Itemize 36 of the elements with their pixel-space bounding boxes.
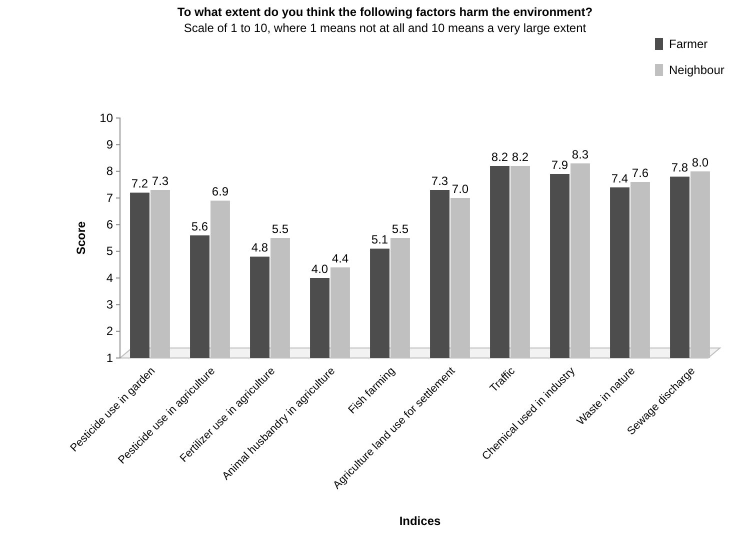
y-tick-label: 8 — [106, 164, 114, 178]
chart-title: To what extent do you think the following factors harm the environment? — [177, 5, 593, 19]
legend-label: Farmer — [669, 37, 708, 51]
y-tick-label: 1 — [106, 350, 114, 365]
y-tick-label: 4 — [106, 270, 114, 285]
data-label: 7.0 — [452, 182, 469, 196]
y-tick-label: 6 — [106, 218, 114, 232]
data-label: 7.6 — [632, 166, 649, 180]
data-label: 7.8 — [671, 160, 688, 175]
data-label: 7.2 — [131, 176, 148, 191]
legend-label: Neighbour — [669, 63, 724, 77]
y-tick-label: 2 — [106, 324, 114, 338]
data-label: 7.4 — [611, 171, 628, 186]
data-label: 8.2 — [512, 150, 529, 164]
data-label: 7.3 — [152, 174, 169, 188]
data-label: 5.6 — [191, 219, 208, 234]
chart-subtitle: Scale of 1 to 10, where 1 means not at all and 10 means a very large extent — [184, 21, 587, 35]
data-label: 8.0 — [692, 155, 709, 170]
data-label: 7.3 — [431, 174, 448, 188]
y-tick-label: 10 — [100, 110, 114, 125]
y-tick-label: 3 — [106, 298, 114, 312]
data-label: 4.4 — [332, 251, 349, 266]
y-axis-title: Score — [74, 221, 88, 255]
data-label: 6.9 — [212, 184, 229, 199]
data-label: 8.2 — [491, 150, 508, 164]
y-tick-label: 9 — [106, 138, 114, 152]
x-axis-title: Indices — [399, 514, 441, 528]
data-label: 5.1 — [371, 232, 388, 247]
data-label: 5.5 — [392, 222, 409, 236]
data-label: 7.9 — [551, 158, 568, 172]
y-tick-label: 7 — [106, 190, 114, 205]
data-label: 4.0 — [311, 262, 328, 276]
y-tick-label: 5 — [106, 244, 114, 258]
data-label: 5.5 — [272, 222, 289, 236]
data-label: 8.3 — [572, 147, 589, 162]
data-label: 4.8 — [251, 240, 268, 255]
